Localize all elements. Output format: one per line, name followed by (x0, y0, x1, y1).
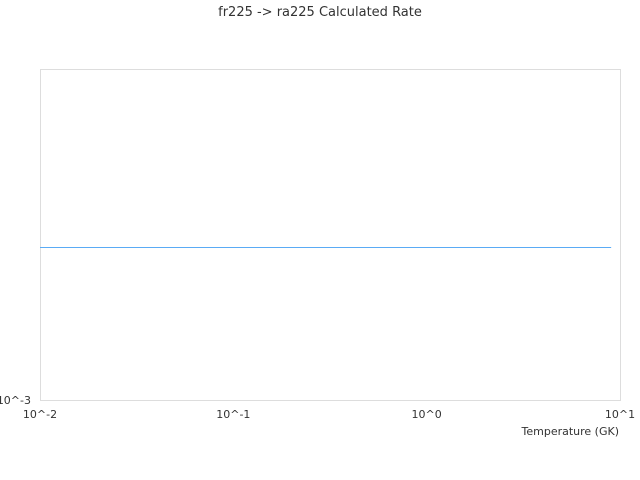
x-tick-label: 10^1 (605, 408, 635, 421)
x-tick-label: 10^-1 (216, 408, 250, 421)
plot-area (40, 69, 621, 401)
x-tick-label: 10^-2 (23, 408, 57, 421)
x-tick-label: 10^0 (412, 408, 442, 421)
y-tick-label: 10^-3 (0, 394, 31, 407)
chart-title: fr225 -> ra225 Calculated Rate (218, 5, 422, 20)
x-axis-label: Temperature (GK) (521, 425, 620, 438)
